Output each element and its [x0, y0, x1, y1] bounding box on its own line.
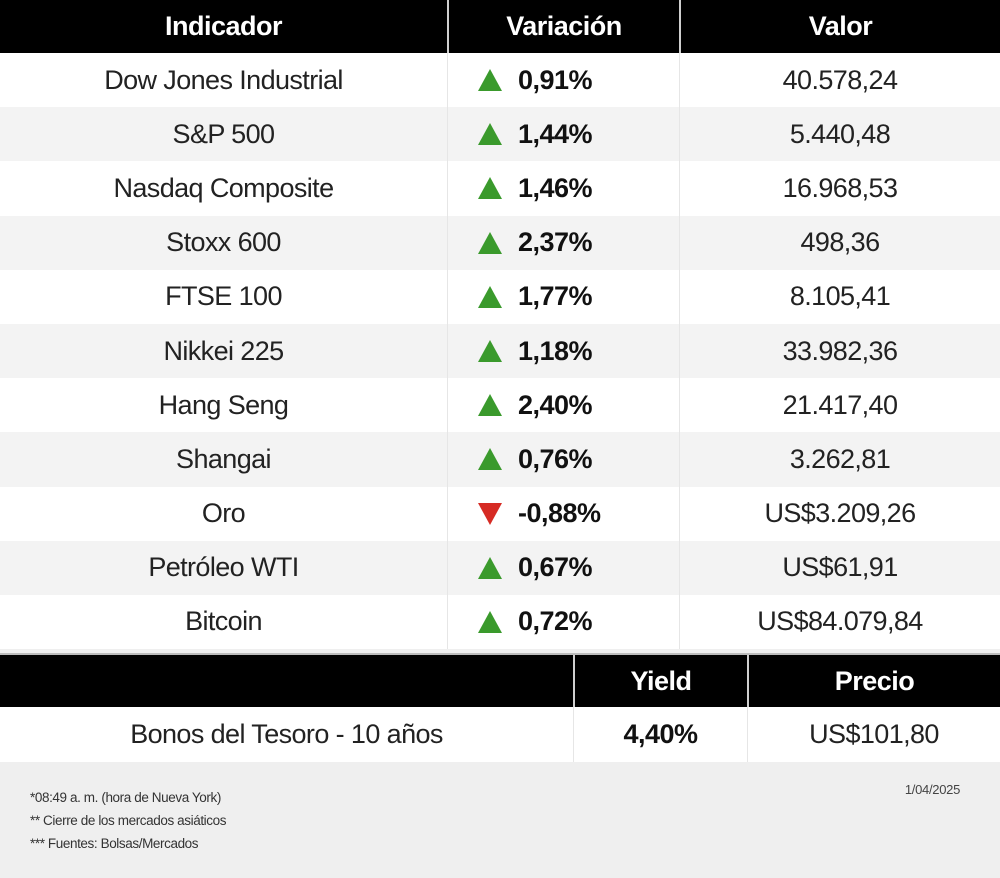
- indicator-value: 498,36: [679, 215, 1000, 270]
- change-value: 1,77%: [518, 281, 593, 312]
- indicator-value: 3.262,81: [679, 432, 1000, 487]
- indicator-change: 1,46%: [447, 161, 679, 216]
- header-precio: Precio: [747, 655, 1000, 707]
- change-value: 1,44%: [518, 118, 593, 149]
- indicator-name: FTSE 100: [165, 281, 282, 312]
- change-value: 2,37%: [518, 227, 593, 258]
- triangle-up-icon: [478, 123, 502, 146]
- table-row: Shangai 0,76% 3.262,81: [0, 432, 1000, 487]
- header-variacion: Variación: [447, 0, 679, 53]
- indicator-change: 0,67%: [447, 540, 679, 595]
- table-header: Indicador Variación Valor: [0, 0, 1000, 53]
- table-row: Bonos del Tesoro - 10 años 4,40% US$101,…: [0, 707, 1000, 762]
- indicator-value: US$61,91: [679, 540, 1000, 595]
- table-body: Dow Jones Industrial 0,91% 40.578,24 S&P 50…: [0, 53, 1000, 650]
- indicator-change: -0,88%: [447, 486, 679, 541]
- triangle-up-icon: [478, 177, 502, 200]
- table-row: Nasdaq Composite 1,46% 16.968,53: [0, 161, 1000, 216]
- indicator-value: 16.968,53: [679, 161, 1000, 216]
- indicator-value: 33.982,36: [679, 323, 1000, 379]
- indicator-change: 2,37%: [447, 215, 679, 270]
- indicator-name: Dow Jones Industrial: [104, 64, 343, 95]
- change-value: 0,91%: [518, 64, 593, 95]
- table-row: Stoxx 600 2,37% 498,36: [0, 215, 1000, 270]
- triangle-up-icon: [478, 231, 502, 254]
- table-row: Hang Seng 2,40% 21.417,40: [0, 378, 1000, 433]
- indicator-change: 2,40%: [447, 378, 679, 433]
- change-value: -0,88%: [518, 498, 601, 529]
- indicator-name: Stoxx 600: [166, 227, 281, 258]
- change-value: 0,67%: [518, 552, 593, 583]
- footnotes: *08:49 a. m. (hora de Nueva York) ** Cie…: [30, 786, 226, 855]
- triangle-up-icon: [478, 340, 502, 363]
- indicator-name: Nasdaq Composite: [113, 172, 334, 203]
- bond-name: Bonos del Tesoro - 10 años: [130, 719, 443, 749]
- indicator-change: 0,76%: [447, 432, 679, 487]
- indicator-name: Oro: [201, 498, 246, 529]
- footnote-time: *08:49 a. m. (hora de Nueva York): [30, 790, 221, 805]
- change-value: 0,76%: [518, 443, 593, 474]
- report-date: 1/04/2025: [904, 782, 960, 797]
- bond-table-header: Yield Precio: [0, 653, 1000, 707]
- table-row: Nikkei 225 1,18% 33.982,36: [0, 323, 1000, 379]
- change-value: 1,18%: [518, 335, 593, 366]
- bond-price: US$101,80: [747, 707, 1000, 762]
- table-row: Dow Jones Industrial 0,91% 40.578,24: [0, 53, 1000, 108]
- market-indicators-table: Indicador Variación Valor Dow Jones Indu…: [0, 0, 1000, 650]
- indicator-value: 21.417,40: [679, 378, 1000, 433]
- indicator-change: 1,44%: [447, 107, 679, 162]
- bond-table: Yield Precio Bonos del Tesoro - 10 años …: [0, 653, 1000, 762]
- change-value: 0,72%: [518, 606, 593, 637]
- footnote-asia: ** Cierre de los mercados asiáticos: [30, 813, 227, 828]
- table-row: Bitcoin 0,72% US$84.079,84: [0, 594, 1000, 650]
- indicator-value: 40.578,24: [679, 53, 1000, 108]
- table-row: FTSE 100 1,77% 8.105,41: [0, 269, 1000, 324]
- table-row: S&P 500 1,44% 5.440,48: [0, 107, 1000, 162]
- indicator-name: Nikkei 225: [163, 335, 284, 366]
- indicator-change: 1,77%: [447, 269, 679, 324]
- change-value: 2,40%: [518, 389, 593, 420]
- indicator-name: Shangai: [176, 443, 271, 474]
- footer: *08:49 a. m. (hora de Nueva York) ** Cie…: [0, 762, 1000, 878]
- indicator-value: 5.440,48: [679, 107, 1000, 162]
- table-row: Petróleo WTI 0,67% US$61,91: [0, 540, 1000, 595]
- triangle-up-icon: [478, 285, 502, 308]
- header-valor: Valor: [679, 0, 1000, 53]
- triangle-up-icon: [478, 69, 502, 92]
- triangle-up-icon: [478, 610, 502, 633]
- header-indicador: Indicador: [164, 11, 283, 41]
- bond-yield-value: 4,40%: [623, 719, 698, 749]
- indicator-value: 8.105,41: [679, 269, 1000, 324]
- table-row: Oro -0,88% US$3.209,26: [0, 486, 1000, 541]
- indicator-name: Hang Seng: [158, 389, 289, 420]
- footnote-sources: *** Fuentes: Bolsas/Mercados: [30, 836, 199, 851]
- triangle-up-icon: [478, 448, 502, 471]
- indicator-change: 0,72%: [447, 594, 679, 650]
- triangle-up-icon: [478, 556, 502, 579]
- indicator-change: 1,18%: [447, 323, 679, 379]
- indicator-value: US$3.209,26: [679, 486, 1000, 541]
- indicator-change: 0,91%: [447, 53, 679, 108]
- triangle-down-icon: [478, 502, 502, 525]
- bond-yield: 4,40%: [573, 707, 747, 762]
- triangle-up-icon: [478, 394, 502, 417]
- indicator-name: Petróleo WTI: [148, 552, 299, 583]
- change-value: 1,46%: [518, 172, 593, 203]
- header-yield: Yield: [573, 655, 747, 707]
- indicator-value: US$84.079,84: [679, 594, 1000, 650]
- header-blank: [0, 655, 573, 707]
- indicator-name: Bitcoin: [185, 606, 262, 637]
- indicator-name: S&P 500: [172, 118, 275, 149]
